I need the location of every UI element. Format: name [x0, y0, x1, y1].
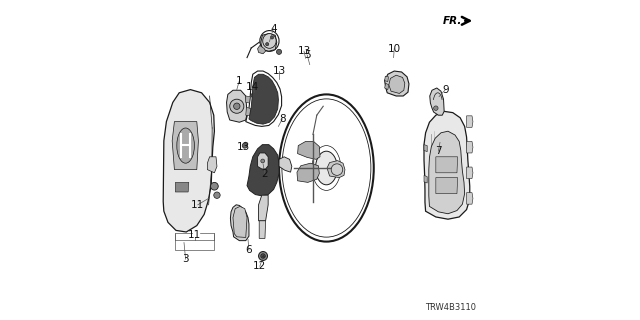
Polygon shape: [298, 141, 320, 159]
Polygon shape: [467, 167, 473, 179]
Polygon shape: [424, 145, 428, 152]
Ellipse shape: [316, 151, 337, 185]
Text: 2: 2: [262, 169, 268, 180]
Text: 10: 10: [388, 44, 401, 54]
Circle shape: [234, 103, 240, 109]
Ellipse shape: [177, 128, 195, 163]
Polygon shape: [246, 96, 250, 103]
Text: 13: 13: [273, 66, 285, 76]
Polygon shape: [388, 75, 405, 93]
Circle shape: [251, 93, 256, 98]
Polygon shape: [429, 131, 465, 214]
Polygon shape: [259, 195, 268, 221]
Circle shape: [230, 99, 244, 113]
Polygon shape: [430, 88, 444, 115]
Polygon shape: [385, 83, 388, 90]
Text: 9: 9: [442, 84, 449, 95]
Polygon shape: [467, 116, 473, 127]
Polygon shape: [172, 122, 198, 170]
Circle shape: [214, 192, 220, 198]
Circle shape: [211, 182, 218, 190]
Circle shape: [257, 98, 262, 102]
Polygon shape: [467, 141, 473, 153]
Circle shape: [433, 106, 438, 110]
Ellipse shape: [262, 34, 276, 48]
Polygon shape: [230, 205, 249, 241]
Polygon shape: [246, 107, 251, 116]
Polygon shape: [175, 182, 189, 192]
Polygon shape: [261, 34, 277, 51]
Circle shape: [332, 164, 343, 175]
Polygon shape: [233, 206, 247, 237]
Polygon shape: [385, 76, 388, 82]
Circle shape: [270, 36, 274, 39]
Polygon shape: [207, 157, 217, 173]
Circle shape: [261, 159, 265, 163]
Text: 11: 11: [191, 200, 204, 210]
Text: 6: 6: [246, 245, 252, 255]
Circle shape: [261, 254, 266, 258]
Circle shape: [276, 49, 282, 54]
Text: 13: 13: [237, 142, 250, 152]
Text: FR.: FR.: [442, 16, 462, 26]
Polygon shape: [467, 193, 473, 204]
Polygon shape: [385, 71, 409, 96]
Polygon shape: [424, 111, 470, 219]
Polygon shape: [424, 175, 428, 183]
Text: 4: 4: [270, 24, 276, 34]
Text: 12: 12: [253, 261, 266, 271]
Text: 1: 1: [236, 76, 243, 86]
Text: 3: 3: [182, 254, 189, 264]
Text: TRW4B3110: TRW4B3110: [425, 303, 476, 312]
Polygon shape: [247, 145, 279, 196]
Text: 8: 8: [279, 114, 285, 124]
Polygon shape: [259, 221, 266, 238]
Polygon shape: [436, 157, 458, 173]
Text: 14: 14: [246, 82, 259, 92]
Text: 7: 7: [435, 146, 442, 156]
Polygon shape: [436, 178, 458, 194]
Text: 5: 5: [304, 50, 310, 60]
Circle shape: [266, 43, 269, 46]
Polygon shape: [297, 163, 319, 182]
Polygon shape: [249, 74, 278, 124]
Text: 13: 13: [298, 46, 310, 56]
Circle shape: [259, 252, 268, 260]
Polygon shape: [258, 153, 268, 169]
Polygon shape: [327, 161, 345, 178]
Circle shape: [243, 143, 248, 148]
Text: 11: 11: [188, 230, 201, 240]
Polygon shape: [258, 45, 266, 54]
Polygon shape: [163, 90, 214, 232]
Polygon shape: [227, 90, 247, 122]
Polygon shape: [279, 157, 292, 172]
